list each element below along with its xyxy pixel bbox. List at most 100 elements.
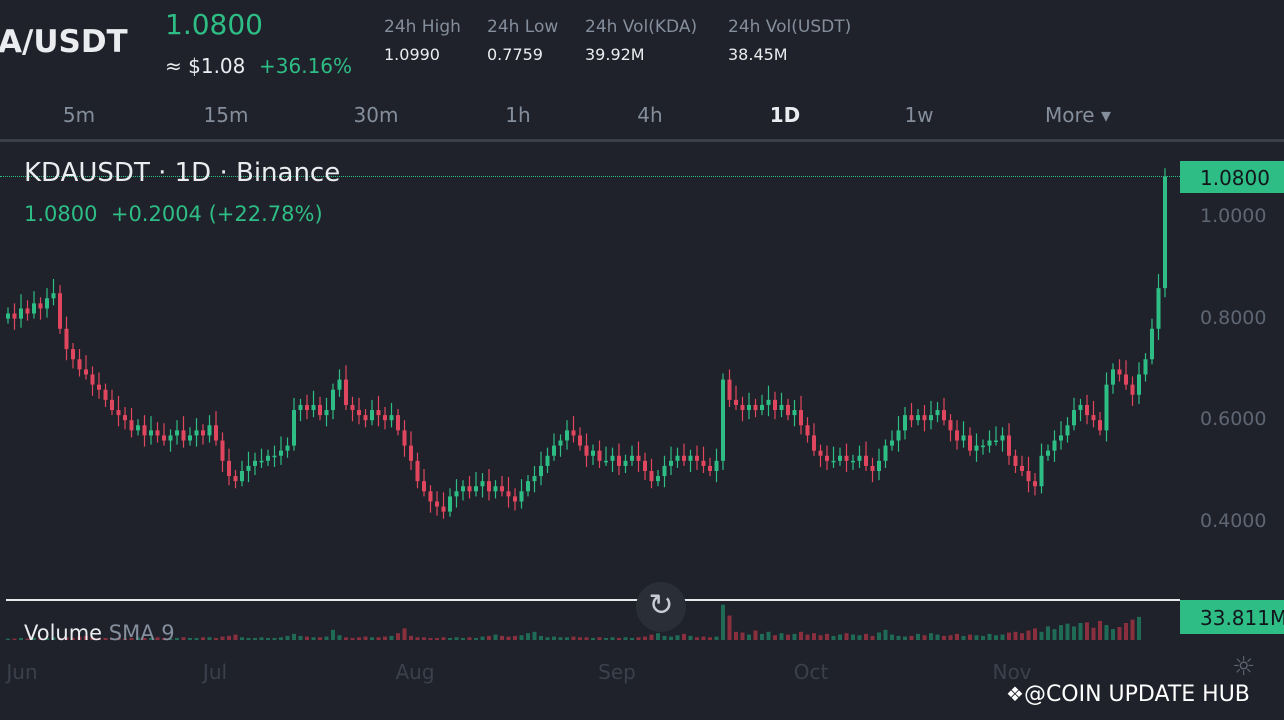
candle: [981, 439, 985, 455]
tab-timeframe[interactable]: 5m: [62, 103, 96, 127]
candle-body: [695, 455, 699, 461]
candle-body: [734, 399, 738, 405]
candle-body: [539, 465, 543, 477]
candle: [292, 397, 296, 451]
candle: [870, 457, 875, 483]
candle-body: [851, 460, 855, 463]
candle: [181, 416, 186, 448]
volume-bar: [786, 634, 790, 640]
candle-body: [1020, 465, 1024, 471]
candle: [90, 366, 95, 396]
candle: [831, 446, 836, 468]
volume-legend: Volume SMA 9: [24, 621, 175, 645]
volume-bar: [805, 634, 810, 640]
candle: [324, 397, 329, 427]
pane-separator[interactable]: [6, 599, 1180, 601]
volume-bar: [305, 636, 309, 640]
candle-body: [129, 420, 134, 431]
candle-body: [266, 455, 270, 461]
candle: [877, 448, 881, 481]
candle-body: [513, 496, 517, 502]
stat-0: 24h High 1.0990: [384, 17, 461, 64]
candle: [799, 395, 803, 435]
volume-bar: [45, 637, 49, 640]
candle: [285, 437, 290, 458]
tab-timeframe[interactable]: 4h: [637, 103, 663, 127]
volume-bar: [890, 634, 894, 640]
volume-bar: [799, 631, 803, 640]
candle: [1052, 430, 1057, 462]
candle: [682, 443, 686, 466]
volume-bar: [740, 632, 745, 640]
volume-bar: [6, 638, 10, 640]
volume-bar: [714, 636, 719, 640]
candle: [617, 443, 621, 476]
volume-bar: [610, 637, 615, 640]
candle-body: [630, 455, 634, 461]
candle-body: [1078, 404, 1083, 411]
last-price: 1.0800: [165, 8, 263, 41]
candle: [279, 436, 283, 465]
candle-body: [448, 496, 452, 512]
candle: [792, 399, 797, 427]
volume-bar: [825, 633, 829, 640]
volume-bar: [727, 615, 732, 640]
volume-bar: [194, 637, 199, 640]
volume-label: 33.811M: [1180, 600, 1284, 634]
candle: [129, 408, 134, 438]
tab-timeframe[interactable]: 1h: [505, 103, 531, 127]
candle-body: [519, 491, 524, 502]
candle: [714, 448, 719, 483]
volume-bar: [428, 637, 433, 640]
candle: [25, 300, 30, 321]
candle-body: [318, 404, 322, 416]
volume-bar: [1091, 627, 1096, 640]
candle: [363, 409, 368, 428]
candle-body: [656, 476, 660, 482]
volume-bar: [58, 637, 62, 640]
volume-bar: [916, 633, 920, 640]
candle: [955, 420, 959, 450]
candle: [149, 416, 153, 445]
volume-bar: [552, 636, 556, 640]
tab-timeframe[interactable]: 30m: [353, 103, 399, 127]
candle-body: [1150, 328, 1154, 360]
candle-body: [818, 450, 823, 456]
volume-bar: [994, 635, 998, 640]
tab-timeframe[interactable]: 1w: [904, 103, 934, 127]
candle-body: [149, 430, 153, 436]
candle-body: [766, 399, 771, 405]
candle-body: [474, 486, 478, 492]
reset-chart-button[interactable]: ↻: [636, 582, 686, 632]
tab-timeframe[interactable]: More ▾: [1045, 103, 1111, 127]
candle-body: [994, 440, 998, 443]
tab-timeframe[interactable]: 1D: [769, 103, 801, 127]
candle-body: [97, 384, 101, 390]
candle-body: [916, 415, 920, 421]
candle: [402, 420, 407, 457]
candle-body: [591, 450, 595, 456]
volume-bar: [701, 636, 706, 640]
volume-bar: [311, 637, 316, 640]
candle-body: [532, 476, 537, 482]
volume-bar: [175, 637, 179, 640]
volume-bar: [383, 636, 387, 640]
volume-bar: [792, 633, 797, 640]
tab-timeframe[interactable]: 15m: [203, 103, 249, 127]
volume-bar: [103, 637, 108, 640]
volume-bar: [500, 635, 504, 640]
candle-body: [799, 410, 803, 426]
candle: [6, 307, 10, 324]
volume-bar: [961, 635, 966, 640]
candle: [1111, 363, 1115, 394]
candle: [97, 372, 101, 399]
candle-body: [831, 460, 836, 463]
candle: [233, 469, 238, 489]
candle: [636, 441, 641, 473]
candle-body: [305, 404, 309, 411]
settings-icon[interactable]: ☼: [1232, 652, 1256, 682]
candle-body: [116, 410, 121, 416]
y-tick-label: 0.8000: [1200, 306, 1267, 329]
candle: [909, 402, 914, 428]
